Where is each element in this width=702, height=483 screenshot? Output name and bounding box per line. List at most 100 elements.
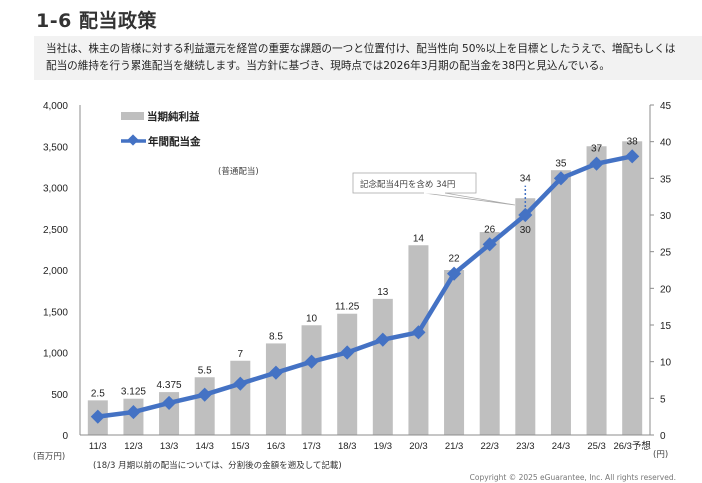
net-income-bar [586,146,607,435]
dividend-marker [268,365,284,380]
left-axis-tick: 2,500 [43,225,68,236]
net-income-bar [515,198,536,435]
dividend-marker [197,387,212,402]
copyright: Copyright © 2025 eGuarantee, Inc. All ri… [469,473,676,482]
page-title: 1-6 配当政策 [36,10,157,32]
dividend-marker [304,354,319,369]
category-label: 19/3 [374,441,393,452]
right-axis-tick: 0 [660,431,666,442]
data-labels: 34 2.5 3.125 4.375 5.5 7 8.5 10 11.25 13 14 22 26 30 3… [91,136,638,399]
dividend-marker [482,237,497,252]
dividend-marker [411,325,426,340]
dividend-data-label: 10 [306,313,318,324]
left-axis-unit: (百万円) [33,452,66,462]
category-label: 13/3 [160,441,179,452]
commemorative-total-label: 34 [520,174,532,185]
dividend-data-label: 5.5 [198,365,212,376]
dividend-data-label: 35 [555,158,567,169]
right-axis-tick: 40 [660,138,672,149]
dividend-data-label: 13 [377,287,389,298]
category-label: 25/3 [587,441,606,452]
legend-swatch-net-income [121,112,144,120]
dividend-data-label: 7 [238,349,244,360]
right-axis-tick: 25 [660,248,672,259]
category-label: 12/3 [124,441,143,452]
dividend-marker [340,345,355,360]
category-label: 21/3 [445,441,464,452]
right-axis-tick: 5 [660,394,666,405]
dividend-data-label: 11.25 [335,302,360,313]
legend-label-net-income: 当期純利益 [147,110,200,123]
dividend-data-label: 22 [449,254,461,265]
left-axis-tick: 3,000 [43,184,68,195]
left-axis-tick: 0 [62,431,68,442]
callout-box [352,172,477,194]
dividend-marker [126,405,141,420]
dividend-marker [553,171,569,186]
net-income-bars [87,141,643,436]
left-axis-tick: 1,000 [43,349,68,360]
dividend-marker [589,156,604,171]
dividend-marker [233,376,248,391]
category-label: 11/3 [89,441,107,452]
net-income-bar [337,313,358,435]
dividend-data-label: 8.5 [269,331,283,342]
right-axis-tick: 45 [660,101,672,112]
net-income-bar [372,298,393,435]
dividend-marker [446,266,462,281]
right-axis-tick: 35 [660,174,672,185]
legend-label-dividend: 年間配当金 [148,135,201,148]
category-label: 26/3予想 [613,440,651,452]
dividend-data-label: 3.125 [121,387,146,398]
left-axis-tick: 500 [51,390,68,401]
category-label: 22/3 [480,441,499,452]
net-income-bar [301,325,322,435]
dividend-data-label: 37 [591,144,603,155]
dividend-marker [518,207,533,223]
category-label: 20/3 [409,441,428,452]
dividend-line [90,149,640,424]
right-axis-tick: 15 [660,321,672,332]
category-label: 23/3 [516,441,535,452]
dividend-marker [375,332,390,347]
dividend-marker [625,149,640,164]
net-income-bar [230,360,251,435]
policy-description: 当社は、株主の皆様に対する利益還元を経営の重要な課題の一つと位置付け、配当性向 … [34,36,702,80]
dividend-data-label: 38 [627,136,639,147]
right-axis-tick: 20 [660,284,672,295]
left-axis-tick: 4,000 [43,101,68,112]
category-label: 14/3 [195,441,214,452]
right-axis-tick: 10 [660,358,672,369]
axes: 0 500 1,000 1,500 2,000 2,500 3,000 3,500 4,000 0… [43,101,672,452]
dividend-data-label: 2.5 [91,388,105,399]
left-axis-tick: 2,000 [43,266,68,277]
left-axis-tick: 1,500 [43,307,68,318]
description-line-2: 配当の維持を行う累進配当を継続します。当方針に基づき、現時点では2026年3月期… [46,60,610,72]
dividend-data-label: 4.375 [157,380,182,391]
category-label: 15/3 [231,441,250,452]
net-income-bar [479,232,500,435]
net-income-bar [408,245,429,435]
net-income-bar [194,377,215,435]
callout-pointer [423,192,516,206]
category-label: 18/3 [338,441,357,452]
regular-dividend-label: (普通配当) [218,166,259,177]
dividend-marker [90,409,105,424]
category-label: 17/3 [302,441,321,452]
right-axis-unit: (円) [653,450,669,460]
dividend-series-line [97,154,633,419]
description-line-1: 当社は、株主の皆様に対する利益還元を経営の重要な課題の一つと位置付け、配当性向 … [46,43,676,55]
net-income-bar [550,170,571,436]
dividend-data-label: 14 [413,233,425,244]
dividend-marker [161,395,177,410]
dividend-data-label: 26 [484,224,496,235]
net-income-bar [444,270,465,435]
net-income-bar [265,343,286,435]
dividend-chart: 0 500 1,000 1,500 2,000 2,500 3,000 3,500 4,000 0… [43,101,672,452]
right-axis-tick: 30 [660,211,672,222]
commemorative-dividend-callout: 記念配当4円を含め 34円 [352,172,516,206]
net-income-bar [622,141,643,436]
split-adjustment-note: (18/3 月期以前の配当については、分割後の金額を遡及して記載) [93,461,342,471]
category-label: 16/3 [267,441,286,452]
callout-text: 記念配当4円を含め 34円 [360,179,455,190]
